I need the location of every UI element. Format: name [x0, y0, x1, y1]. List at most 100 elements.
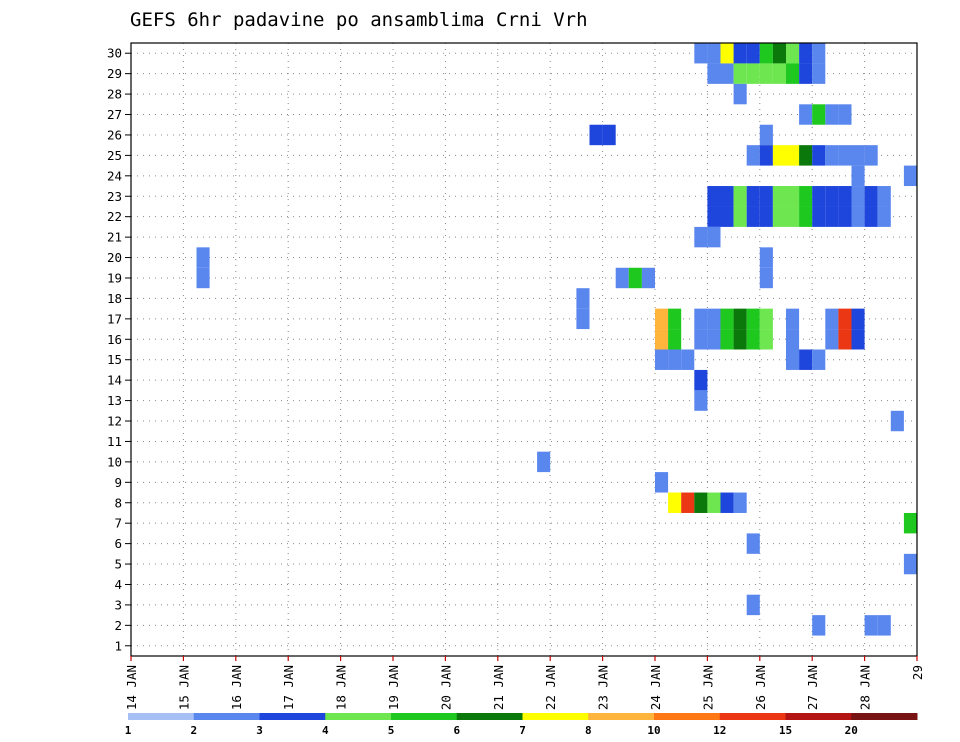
precip-cell	[838, 329, 852, 350]
precip-cell	[707, 186, 721, 207]
precip-cell	[733, 43, 747, 64]
precip-cell	[838, 145, 852, 166]
precip-cell	[812, 615, 826, 636]
precip-cell	[812, 63, 826, 84]
legend-swatch	[456, 713, 523, 720]
precip-cell	[825, 145, 839, 166]
y-tick-label: 13	[107, 393, 122, 408]
precip-cell	[668, 349, 682, 370]
precip-cell	[707, 492, 721, 513]
precip-cell	[720, 43, 734, 64]
precip-cell	[628, 267, 642, 289]
precip-cell	[707, 329, 721, 350]
plot-frame	[130, 42, 918, 657]
legend-label: 15	[779, 724, 792, 737]
precip-cell	[812, 43, 826, 64]
precip-cell	[720, 206, 734, 227]
precip-cell	[615, 267, 629, 289]
precip-cell	[720, 329, 734, 350]
y-tick-label: 6	[114, 536, 122, 551]
precip-cell	[812, 186, 826, 207]
chart-title: GEFS 6hr padavine po ansamblima Crni Vrh	[130, 9, 588, 31]
precip-cell	[799, 104, 813, 125]
precip-cell	[733, 329, 747, 350]
precip-cell	[746, 533, 760, 554]
precip-cell	[655, 308, 669, 330]
precip-cell	[851, 165, 865, 187]
precip-cell	[759, 186, 773, 207]
precip-cell	[786, 349, 800, 370]
precip-cell	[746, 594, 760, 616]
precip-cell	[864, 145, 878, 166]
legend-label: 12	[713, 724, 726, 737]
precip-cell	[602, 124, 616, 146]
precip-cell	[864, 615, 878, 636]
legend-label: 3	[256, 724, 263, 737]
precip-cell	[196, 267, 210, 289]
x-tick-label: 29	[910, 665, 925, 680]
precip-cell	[668, 492, 682, 513]
precip-cell	[851, 186, 865, 207]
precip-cell	[694, 369, 708, 391]
x-tick-label: 28 JAN	[858, 665, 873, 710]
precip-cell	[799, 186, 813, 207]
y-tick-label: 28	[107, 87, 122, 102]
precip-cell	[746, 308, 760, 330]
precip-cell	[759, 63, 773, 84]
precip-cell	[864, 206, 878, 227]
precip-cell	[720, 492, 734, 513]
y-tick-label: 18	[107, 291, 122, 306]
legend-label: 5	[388, 724, 395, 737]
precip-cell	[759, 124, 773, 146]
precip-cell	[890, 410, 904, 432]
precip-cell	[799, 43, 813, 64]
y-tick-label: 2	[114, 618, 122, 633]
precip-cell	[838, 186, 852, 207]
precip-cell	[576, 288, 590, 309]
precip-cell	[733, 83, 747, 105]
precip-cell	[733, 63, 747, 84]
precip-cell	[681, 349, 695, 370]
precip-cell	[851, 145, 865, 166]
precip-cell	[707, 63, 721, 84]
y-tick-label: 17	[107, 311, 122, 326]
legend-swatch	[128, 713, 195, 720]
y-tick-label: 24	[107, 168, 122, 183]
y-tick-label: 1	[114, 638, 122, 653]
precip-cell	[812, 145, 826, 166]
legend-label: 7	[519, 724, 526, 737]
precip-cell	[903, 512, 917, 534]
precip-cell	[733, 492, 747, 513]
x-tick-label: 17 JAN	[281, 665, 296, 710]
precip-cell	[655, 329, 669, 350]
precip-cell	[759, 145, 773, 166]
legend-swatch	[719, 713, 786, 720]
x-tick-label: 14 JAN	[124, 665, 139, 710]
legend-label: 6	[453, 724, 460, 737]
precip-cell	[786, 145, 800, 166]
legend-swatch	[325, 713, 392, 720]
x-tick-label: 20 JAN	[438, 665, 453, 710]
precip-cell	[812, 206, 826, 227]
precip-cell	[903, 165, 917, 187]
y-tick-label: 20	[107, 250, 122, 265]
precip-cell	[707, 308, 721, 330]
precip-cell	[655, 472, 669, 493]
precip-cell	[851, 329, 865, 350]
y-tick-label: 3	[114, 597, 122, 612]
precip-cell	[851, 206, 865, 227]
y-tick-label: 22	[107, 209, 122, 224]
precip-cell	[733, 206, 747, 227]
legend-swatch	[193, 713, 260, 720]
legend-swatch	[785, 713, 852, 720]
precip-cell	[812, 104, 826, 125]
precip-cell	[196, 247, 210, 268]
precip-cell	[838, 206, 852, 227]
precip-cell	[772, 63, 786, 84]
legend-swatch	[654, 713, 721, 720]
precip-cell	[838, 104, 852, 125]
precip-cell	[877, 615, 891, 636]
precip-cell	[733, 308, 747, 330]
y-tick-label: 26	[107, 127, 122, 142]
